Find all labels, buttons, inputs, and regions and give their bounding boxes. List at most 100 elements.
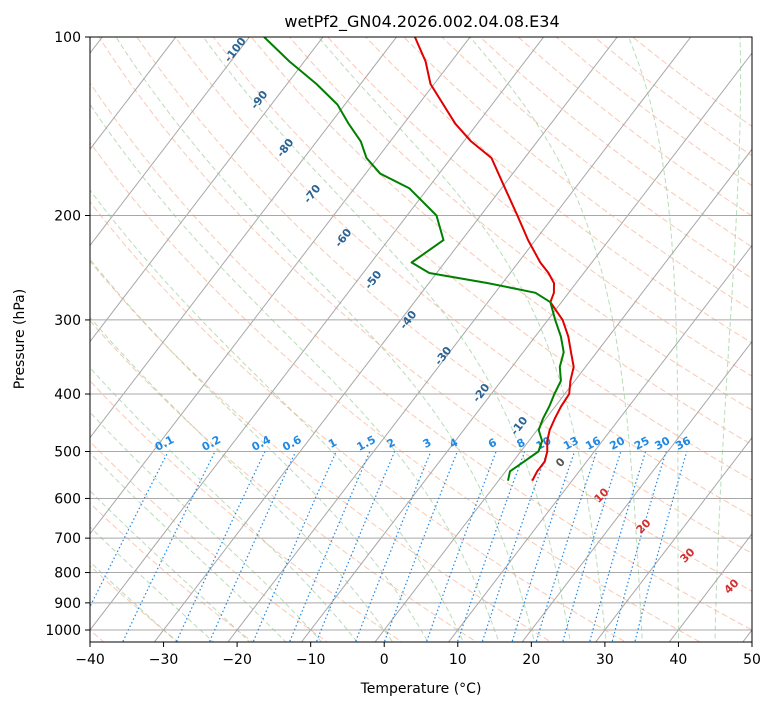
- y-tick-label: 400: [54, 387, 81, 403]
- moist-adiabat: [90, 452, 287, 642]
- moist-adiabat: [90, 561, 178, 642]
- mixing-ratio-label: 36: [673, 434, 693, 453]
- dry-adiabat: [98, 37, 752, 592]
- dry-adiabat: [403, 37, 752, 311]
- dry-adiabat-label: -80: [274, 136, 297, 160]
- mixing-ratio-line: [354, 451, 432, 642]
- dewpoint-line: [263, 37, 565, 481]
- moist-adiabat: [202, 37, 571, 642]
- mixing-ratio-line: [252, 451, 337, 642]
- moist-adiabat: [628, 37, 680, 642]
- isotherm-line: [90, 37, 324, 343]
- moist-adiabat-label: 40: [722, 576, 742, 596]
- y-axis: 100 200 300 400 500 600 700 800 900 1000: [45, 30, 90, 639]
- y-tick-label: 600: [54, 491, 81, 507]
- dry-adiabat: [479, 37, 752, 248]
- isotherm-line: [90, 37, 398, 439]
- mixing-ratio-line: [288, 451, 371, 642]
- mixing-ratio-label: 25: [632, 434, 652, 453]
- dry-adiabat-label: -70: [301, 182, 324, 206]
- dry-adiabat: [365, 37, 752, 344]
- x-tick-label: 20: [522, 652, 540, 668]
- y-tick-label: 300: [54, 313, 81, 329]
- moist-adiabat: [90, 366, 358, 642]
- x-tick-label: −40: [75, 652, 105, 668]
- y-tick-label: 100: [54, 30, 81, 46]
- dry-adiabat: [593, 37, 752, 157]
- x-tick-label: 30: [596, 652, 614, 668]
- isotherm-line: [90, 37, 177, 151]
- mixing-ratio-line: [175, 451, 266, 642]
- moist-adiabat-label: 0: [553, 455, 568, 470]
- moist-adiabat: [90, 189, 464, 642]
- dry-adiabat: [174, 37, 752, 517]
- isotherm-line: [153, 37, 618, 642]
- dry-adiabat: [441, 37, 752, 279]
- dry-adiabat: [90, 82, 752, 631]
- mixing-ratio-label: 3: [421, 436, 434, 451]
- mixing-ratio-line: [383, 451, 458, 642]
- isotherm-line: [300, 52, 752, 642]
- moist-adiabat: [469, 37, 643, 642]
- moist-adiabat: [318, 37, 607, 642]
- dry-adiabat: [90, 141, 702, 642]
- mixing-ratio-line: [90, 451, 169, 608]
- dry-adiabat-label: -20: [470, 381, 493, 405]
- mixing-ratio-line: [315, 451, 396, 642]
- dry-adiabat: [90, 201, 627, 642]
- mixing-ratio-label: 16: [583, 434, 603, 453]
- y-tick-label: 200: [54, 209, 81, 225]
- dry-adiabat: [517, 37, 752, 217]
- moist-adiabat: [90, 411, 323, 642]
- moist-adiabat-label: 10: [592, 485, 612, 505]
- dry-adiabat: [90, 260, 552, 642]
- mixing-ratio-line: [535, 451, 598, 642]
- y-tick-label: 1000: [45, 623, 81, 639]
- x-axis: −40 −30 −20 −10 0 10 20 30 40 50: [75, 642, 761, 668]
- isotherm-line: [90, 37, 545, 631]
- moist-adiabat: [90, 316, 394, 642]
- x-tick-label: 10: [449, 652, 467, 668]
- dry-adiabat: [326, 37, 752, 377]
- mixing-ratio-line: [589, 451, 647, 642]
- dry-adiabat: [90, 319, 478, 642]
- isotherm-line: [90, 37, 251, 247]
- isotherm-line: [668, 533, 752, 642]
- mixing-ratio-line: [208, 451, 297, 642]
- moist-adiabat: [90, 103, 500, 642]
- guide-line-labels: 0.1 0.2 0.4 0.6 1 1.5 2 3 4 6 8 10 13 16 20 25 30 36-100-…: [153, 35, 742, 597]
- chart-title: wetPf2_GN04.2026.002.04.08.E34: [284, 12, 559, 32]
- y-tick-label: 900: [54, 596, 81, 612]
- x-tick-label: 0: [380, 652, 389, 668]
- y-axis-label: Pressure (hPa): [12, 289, 28, 389]
- dry-adiabat-label: -50: [362, 268, 385, 292]
- mixing-ratio-label: 2: [385, 436, 398, 451]
- mixing-ratio-line: [425, 451, 497, 642]
- guide-lines: [90, 37, 752, 642]
- mixing-ratio-label: 0.4: [250, 433, 274, 454]
- dry-adiabat-label: -40: [397, 308, 420, 332]
- mixing-ratio-line: [562, 451, 622, 642]
- moist-adiabat: [90, 490, 251, 642]
- dry-adiabat: [555, 37, 752, 187]
- mixing-ratio-line: [611, 451, 667, 642]
- moist-adiabat-label: 30: [678, 545, 698, 565]
- x-tick-label: 50: [743, 652, 761, 668]
- mixing-ratio-label: 13: [561, 434, 581, 453]
- moist-adiabat: [90, 526, 215, 642]
- isotherm-line: [742, 629, 752, 642]
- dry-adiabat-label: -90: [248, 88, 271, 112]
- mixing-ratio-line: [456, 451, 526, 642]
- isotherm-line: [227, 37, 692, 642]
- mixing-ratio-label: 30: [653, 434, 673, 453]
- isotherm-line: [374, 148, 752, 642]
- isotherm-line: [521, 340, 752, 642]
- mixing-ratio-label: 0.1: [153, 433, 176, 454]
- x-axis-label: Temperature (°C): [360, 681, 482, 697]
- x-tick-label: −10: [296, 652, 326, 668]
- mixing-ratio-label: 20: [607, 434, 627, 453]
- mixing-ratio-label: 8: [515, 436, 528, 451]
- mixing-ratio-line: [634, 451, 688, 642]
- dry-adiabat: [90, 380, 403, 642]
